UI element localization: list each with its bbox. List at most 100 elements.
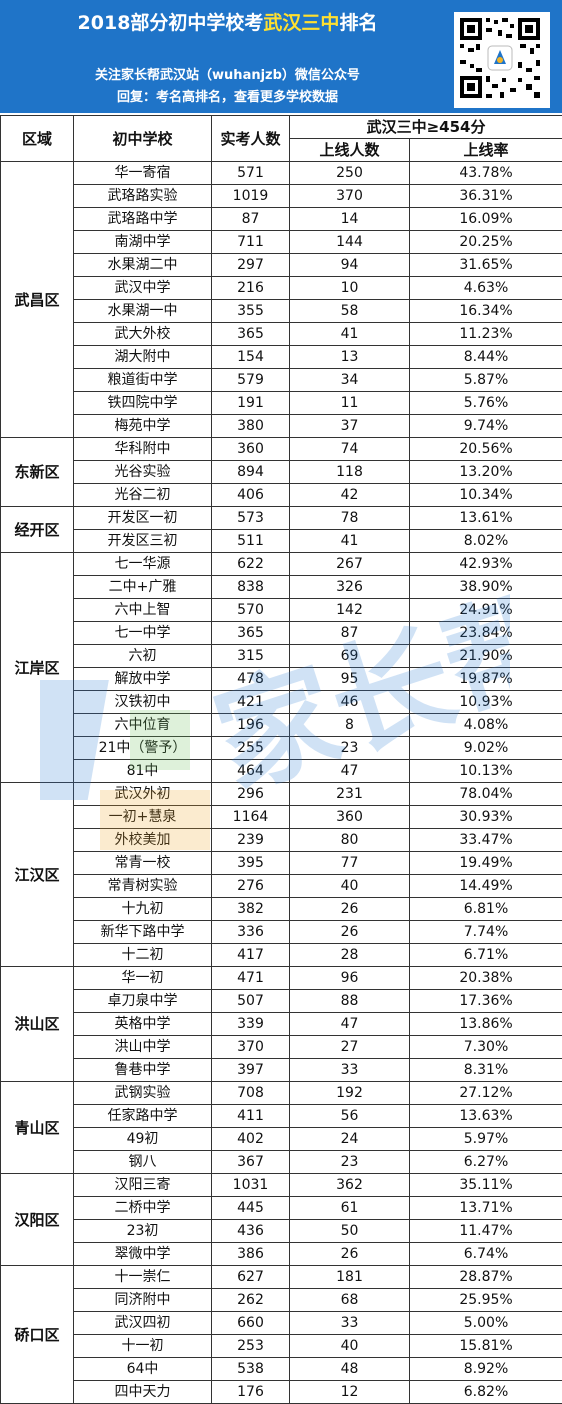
table-row: 开发区三初 511 41 8.02% (1, 529, 562, 553)
rate-cell: 42.93% (408, 552, 562, 576)
school-cell: 十二初 (73, 943, 212, 967)
count-cell: 355 (211, 299, 290, 323)
region-cell: 江岸区 (0, 552, 74, 783)
rate-cell: 5.76% (408, 391, 562, 415)
rate-cell: 4.08% (408, 713, 562, 737)
count-cell: 380 (211, 414, 290, 438)
rate-cell: 21.90% (408, 644, 562, 668)
school-cell: 光谷二初 (73, 483, 212, 507)
passed-cell: 87 (289, 621, 410, 645)
school-cell: 粮道街中学 (73, 368, 212, 392)
region-cell: 洪山区 (0, 966, 74, 1082)
rate-cell: 9.74% (408, 414, 562, 438)
count-cell: 1031 (211, 1173, 290, 1197)
rate-cell: 15.81% (408, 1334, 562, 1358)
table-row: 光谷二初 406 42 10.34% (1, 483, 562, 507)
passed-cell: 26 (289, 920, 410, 944)
region-cell: 武昌区 (0, 161, 74, 438)
school-cell: 常青一校 (73, 851, 212, 875)
rate-cell: 19.87% (408, 667, 562, 691)
count-cell: 711 (211, 230, 290, 254)
region-cell: 汉阳区 (0, 1173, 74, 1266)
table-row: 十一初 253 40 15.81% (1, 1334, 562, 1358)
passed-cell: 144 (289, 230, 410, 254)
table-row: 鲁巷中学 397 33 8.31% (1, 1058, 562, 1082)
count-cell: 570 (211, 598, 290, 622)
count-cell: 276 (211, 874, 290, 898)
table-row: 汉阳区 汉阳三寄 1031 362 35.11% (0, 1173, 562, 1266)
table-row: 解放中学 478 95 19.87% (1, 667, 562, 691)
school-cell: 81中 (73, 759, 212, 783)
passed-cell: 24 (289, 1127, 410, 1151)
reply-line: 回复：考名高排名，查看更多学校数据 (116, 90, 338, 105)
table-row: 64中 538 48 8.92% (1, 1357, 562, 1381)
school-cell: 湖大附中 (73, 345, 212, 369)
table-row: 六中上智 570 142 24.91% (1, 598, 562, 622)
rate-cell: 30.93% (408, 805, 562, 829)
rate-cell: 8.31% (408, 1058, 562, 1082)
table-row: 水果湖二中 297 94 31.65% (1, 253, 562, 277)
table-row: 江岸区 七一华源 622 267 42.93% (0, 552, 562, 783)
table-row: 硚口区 十一崇仁 627 181 28.87% (0, 1265, 562, 1404)
school-cell: 十一崇仁 (73, 1265, 212, 1289)
count-cell: 660 (211, 1311, 290, 1335)
rate-cell: 6.71% (408, 943, 562, 967)
passed-cell: 34 (289, 368, 410, 392)
school-cell: 华科附中 (73, 437, 212, 461)
count-cell: 627 (211, 1265, 290, 1289)
school-cell: 开发区三初 (73, 529, 212, 553)
count-cell: 445 (211, 1196, 290, 1220)
school-cell: 六中位育 (73, 713, 212, 737)
table-row: 英格中学 339 47 13.86% (1, 1012, 562, 1036)
table-row: 湖大附中 154 13 8.44% (1, 345, 562, 369)
count-cell: 507 (211, 989, 290, 1013)
school-cell: 任家路中学 (73, 1104, 212, 1128)
rate-cell: 8.02% (408, 529, 562, 553)
school-cell: 武珞路实验 (73, 184, 212, 208)
passed-cell: 142 (289, 598, 410, 622)
school-cell: 武珞路中学 (73, 207, 212, 231)
count-cell: 367 (211, 1150, 290, 1174)
passed-cell: 370 (289, 184, 410, 208)
school-cell: 七一中学 (73, 621, 212, 645)
count-cell: 216 (211, 276, 290, 300)
passed-cell: 47 (289, 1012, 410, 1036)
table-row: 六中位育 196 8 4.08% (1, 713, 562, 737)
count-cell: 296 (211, 782, 290, 806)
passed-cell: 28 (289, 943, 410, 967)
passed-cell: 78 (289, 506, 410, 530)
rate-cell: 6.27% (408, 1150, 562, 1174)
table-row: 汉铁初中 421 46 10.93% (1, 690, 562, 714)
school-cell: 英格中学 (73, 1012, 212, 1036)
passed-cell: 95 (289, 667, 410, 691)
rate-cell: 6.74% (408, 1242, 562, 1266)
passed-cell: 41 (289, 529, 410, 553)
table-row: 东新区 华科附中 360 74 20.56% (0, 437, 562, 507)
table-row: 经开区 开发区一初 573 78 13.61% (0, 506, 562, 553)
qr-code-icon (454, 12, 550, 108)
school-cell: 武汉中学 (73, 276, 212, 300)
passed-cell: 40 (289, 874, 410, 898)
school-cell: 华一初 (73, 966, 212, 990)
rate-cell: 33.47% (408, 828, 562, 852)
passed-cell: 68 (289, 1288, 410, 1312)
table-row: 武大外校 365 41 11.23% (1, 322, 562, 346)
table-row: 卓刀泉中学 507 88 17.36% (1, 989, 562, 1013)
school-cell: 23初 (73, 1219, 212, 1243)
count-cell: 395 (211, 851, 290, 875)
title-highlight: 武汉三中 (263, 12, 340, 34)
rate-cell: 8.92% (408, 1357, 562, 1381)
count-cell: 511 (211, 529, 290, 553)
table-row: 翠微中学 386 26 6.74% (1, 1242, 562, 1266)
table-row: 十二初 417 28 6.71% (1, 943, 562, 967)
school-cell: 翠微中学 (73, 1242, 212, 1266)
count-cell: 471 (211, 966, 290, 990)
passed-cell: 96 (289, 966, 410, 990)
rate-cell: 16.09% (408, 207, 562, 231)
count-cell: 339 (211, 1012, 290, 1036)
rate-cell: 13.71% (408, 1196, 562, 1220)
count-cell: 87 (211, 207, 290, 231)
table-row: 49初 402 24 5.97% (1, 1127, 562, 1151)
count-cell: 176 (211, 1380, 290, 1404)
rate-cell: 5.97% (408, 1127, 562, 1151)
